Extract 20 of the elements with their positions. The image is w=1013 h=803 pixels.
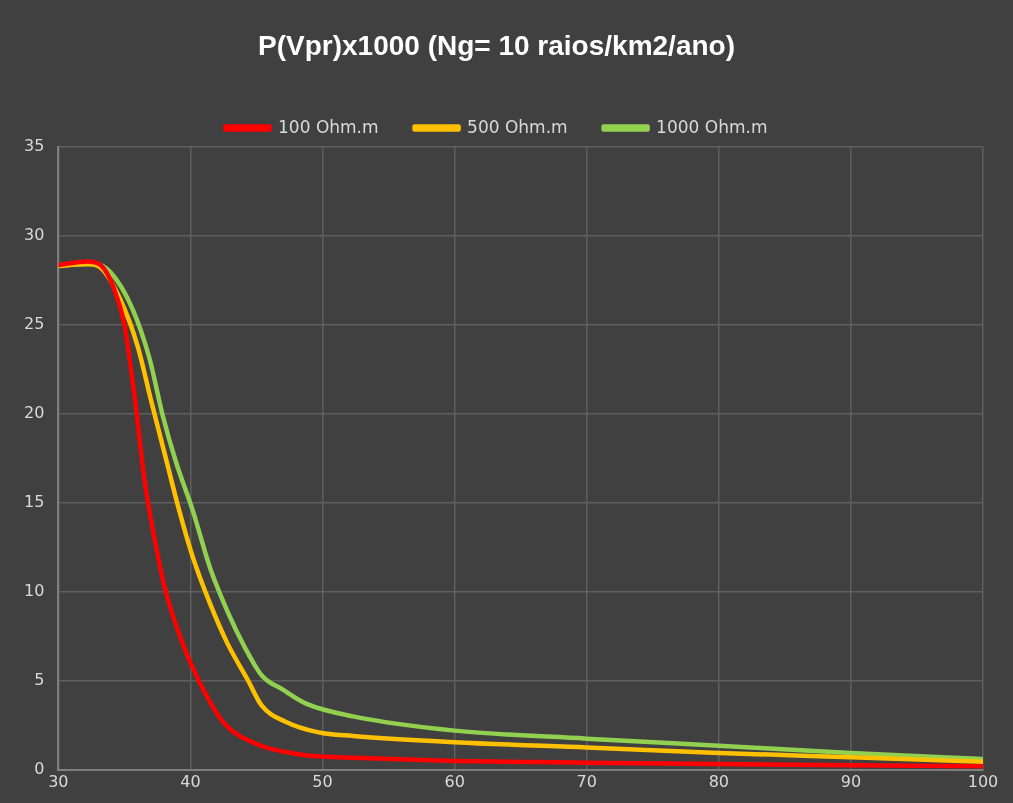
x-tick-label: 100 xyxy=(967,771,999,791)
x-tick-label: 30 xyxy=(48,771,69,791)
y-tick-label: 10 xyxy=(24,580,45,600)
x-tick-label: 80 xyxy=(708,771,729,791)
y-tick-label: 20 xyxy=(24,402,45,422)
x-tick-label: 50 xyxy=(312,771,333,791)
x-tick-label: 70 xyxy=(576,771,597,791)
y-tick-label: 35 xyxy=(24,135,45,155)
x-tick-label: 60 xyxy=(444,771,465,791)
x-tick-label: 40 xyxy=(180,771,201,791)
chart-title: P(Vpr)x1000 (Ng= 10 raios/km2/ano) xyxy=(258,29,735,61)
y-tick-label: 25 xyxy=(24,313,45,333)
y-tick-label: 5 xyxy=(34,669,45,689)
x-tick-label: 90 xyxy=(840,771,862,791)
legend-label: 100 Ohm.m xyxy=(278,116,379,137)
legend-label: 500 Ohm.m xyxy=(467,116,568,137)
legend-label: 1000 Ohm.m xyxy=(656,116,768,137)
y-tick-label: 30 xyxy=(24,224,45,244)
y-tick-label: 15 xyxy=(24,491,45,511)
y-tick-label: 0 xyxy=(34,758,45,778)
